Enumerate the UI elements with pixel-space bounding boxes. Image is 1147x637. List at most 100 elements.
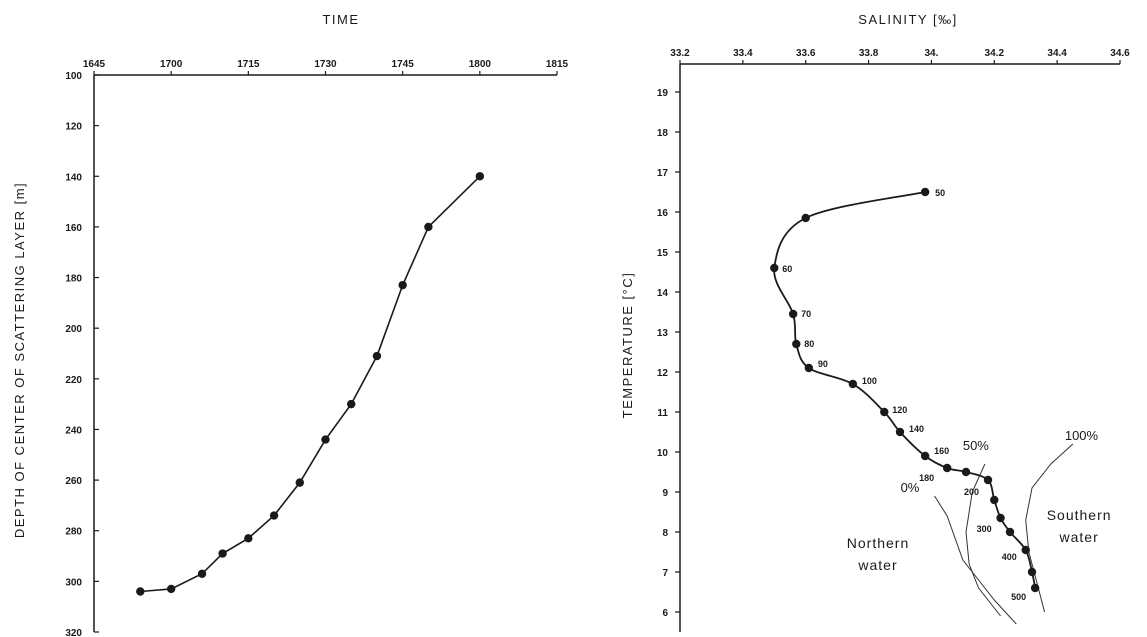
temperature-tick-label: 13 — [657, 328, 669, 339]
depth-tick-label: 200 — [65, 324, 82, 335]
region-label: water — [857, 557, 897, 573]
depth-point-label: 100 — [862, 376, 877, 386]
salinity-tick-label: 34.4 — [1047, 48, 1067, 59]
depth-data-point — [295, 478, 304, 487]
time-tick-label: 1700 — [160, 59, 183, 70]
depth-tick-label: 120 — [65, 122, 82, 133]
temperature-tick-label: 11 — [657, 408, 668, 419]
salinity-tick-label: 34. — [924, 48, 938, 59]
depth-tick-label: 100 — [65, 71, 82, 82]
temperature-tick-label: 18 — [657, 128, 669, 139]
salinity-tick-label: 33.2 — [670, 48, 690, 59]
depth-tick-label: 280 — [65, 527, 82, 538]
ts-data-point — [961, 467, 971, 477]
depth-tick-label: 180 — [65, 274, 82, 285]
depth-tick-label: 160 — [65, 223, 82, 234]
depth-tick-label: 260 — [65, 476, 82, 487]
region-label: water — [1059, 529, 1099, 545]
depth-data-point — [347, 399, 356, 409]
depth-point-label: 90 — [818, 359, 828, 369]
temperature-tick-label: 10 — [657, 448, 669, 459]
ts-data-point — [1027, 567, 1037, 577]
depth-data-point — [244, 534, 253, 543]
region-label: Northern — [847, 535, 909, 551]
depth-data-point — [197, 569, 207, 578]
depth-data-point — [424, 222, 433, 232]
mixing-line-label: 100% — [1065, 428, 1099, 443]
mixing-line-label: 0% — [901, 480, 920, 495]
temperature-tick-label: 14 — [657, 288, 669, 299]
ts-data-point — [996, 513, 1005, 523]
temperature-tick-label: 7 — [662, 568, 668, 579]
depth-data-point — [321, 435, 330, 444]
ts-data-point — [920, 187, 930, 197]
temperature-tick-label: 16 — [657, 208, 669, 219]
depth-data-point — [166, 584, 176, 594]
ts-data-point — [1021, 545, 1030, 555]
depth-series-line — [140, 175, 481, 593]
temperature-tick-label: 15 — [657, 248, 669, 259]
depth-point-label: 120 — [892, 405, 907, 415]
time-tick-label: 1645 — [83, 59, 106, 70]
ts-data-point — [880, 407, 889, 417]
depth-data-point — [398, 280, 407, 290]
depth-data-point — [372, 351, 382, 361]
depth-tick-label: 240 — [65, 425, 82, 436]
ts-curve — [773, 191, 1037, 589]
mixing-line — [965, 463, 1001, 617]
ts-data-point — [942, 463, 952, 473]
ts-data-point — [990, 495, 999, 505]
ts-data-point — [920, 451, 930, 461]
time-tick-label: 1715 — [237, 59, 260, 70]
ts-data-point — [848, 379, 858, 389]
ts-data-point — [983, 475, 993, 485]
depth-point-label: 60 — [782, 264, 792, 274]
temperature-axis-title: TEMPERATURE [°C] — [620, 272, 635, 419]
depth-data-point — [269, 511, 279, 520]
temperature-tick-label: 12 — [657, 368, 669, 379]
salinity-tick-label: 34.2 — [985, 48, 1005, 59]
region-label: Southern — [1047, 507, 1112, 523]
time-tick-label: 1800 — [469, 59, 492, 70]
depth-tick-label: 300 — [65, 577, 82, 588]
ts-data-point — [804, 363, 814, 373]
depth-point-label: 200 — [964, 487, 979, 497]
salinity-tick-label: 34.6 — [1110, 48, 1130, 59]
ts-data-point — [801, 213, 810, 223]
ts-data-point — [1005, 527, 1015, 537]
depth-axis-title: DEPTH OF CENTER OF SCATTERING LAYER [m] — [12, 182, 27, 538]
temperature-tick-label: 19 — [657, 88, 669, 99]
time-axis-title: TIME — [322, 12, 359, 27]
depth-point-label: 400 — [1002, 552, 1017, 562]
mixing-line-label: 50% — [963, 438, 989, 453]
ts-data-point — [792, 339, 801, 349]
depth-vs-time-chart: TIME DEPTH OF CENTER OF SCATTERING LAYER… — [12, 12, 569, 637]
salinity-tick-label: 33.6 — [796, 48, 816, 59]
depth-point-label: 300 — [977, 524, 992, 534]
ts-data-point — [895, 427, 905, 437]
depth-point-label: 160 — [934, 446, 949, 456]
depth-data-point — [136, 587, 145, 596]
temperature-tick-label: 8 — [662, 528, 668, 539]
temperature-tick-label: 9 — [662, 488, 668, 499]
depth-data-point — [475, 172, 485, 181]
depth-tick-label: 140 — [65, 172, 82, 183]
ts-data-point — [770, 263, 779, 273]
ts-data-point — [788, 309, 798, 319]
depth-point-label: 140 — [909, 424, 924, 434]
depth-point-label: 70 — [801, 309, 811, 319]
temperature-tick-label: 17 — [657, 168, 669, 179]
mixing-line — [934, 495, 1017, 625]
temperature-vs-salinity-chart: SALINITY [‰] TEMPERATURE [°C] 33.2 33.4 33… — [620, 12, 1130, 632]
salinity-tick-label: 33.8 — [859, 48, 879, 59]
depth-data-point — [218, 549, 227, 558]
depth-tick-label: 220 — [65, 375, 82, 386]
ts-data-point — [1030, 583, 1040, 593]
depth-point-label: 80 — [804, 339, 814, 349]
depth-tick-label: 320 — [65, 628, 82, 637]
temperature-tick-label: 6 — [662, 608, 668, 619]
time-tick-label: 1730 — [314, 59, 337, 70]
depth-point-label: 50 — [935, 188, 945, 198]
salinity-axis-title: SALINITY [‰] — [858, 12, 957, 27]
